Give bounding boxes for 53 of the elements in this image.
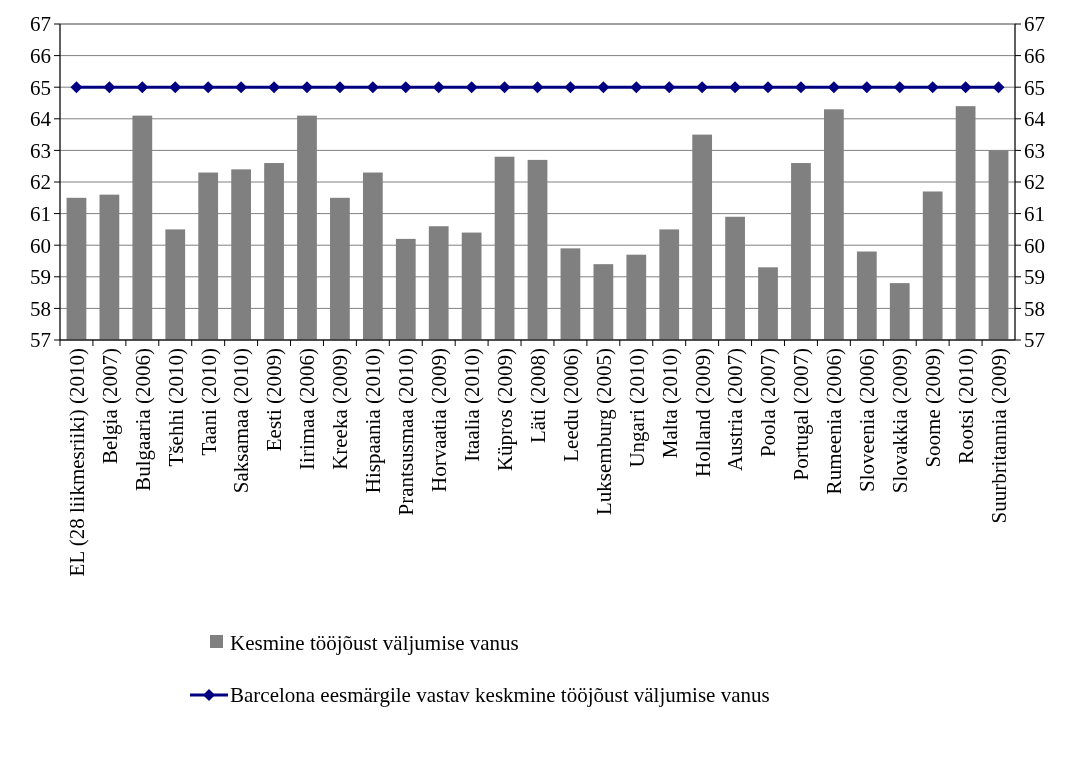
- x-tick-label: Rumeenia (2006): [822, 347, 847, 495]
- x-tick-label: Portugal (2007): [789, 348, 814, 481]
- y-tick-label: 60: [30, 233, 51, 258]
- x-tick-label: Läti (2008): [525, 348, 550, 444]
- y2-tick-label: 66: [1024, 43, 1045, 68]
- y-tick-label: 59: [30, 265, 51, 290]
- y2-tick-label: 57: [1024, 328, 1045, 353]
- y2-tick-label: 58: [1024, 296, 1045, 321]
- x-tick-label: Ungari (2010): [624, 348, 649, 468]
- x-tick-label: Itaalia (2010): [459, 348, 484, 462]
- y-tick-label: 67: [30, 12, 51, 37]
- y-tick-label: 57: [30, 328, 51, 353]
- x-tick-label: Holland (2009): [690, 348, 715, 477]
- x-tick-label: Luksemburg (2005): [591, 348, 616, 516]
- y-tick-label: 61: [30, 201, 51, 226]
- x-tick-label: EL (28 liikmesriiki) (2010): [64, 348, 89, 577]
- y2-tick-label: 62: [1024, 170, 1045, 195]
- y2-tick-label: 61: [1024, 201, 1045, 226]
- y2-tick-label: 59: [1024, 265, 1045, 290]
- y-tick-label: 58: [30, 296, 51, 321]
- x-tick-label: Soome (2009): [921, 348, 946, 468]
- x-tick-label: Saksamaa (2010): [229, 348, 254, 494]
- x-tick-label: Leedu (2006): [558, 348, 583, 462]
- x-tick-label: Küpros (2009): [492, 348, 517, 472]
- y-tick-label: 66: [30, 43, 51, 68]
- x-tick-label: Horvaatia (2009): [427, 348, 452, 493]
- x-tick-label: Eesti (2009): [262, 348, 287, 452]
- legend-label: Kesmine tööjõust väljumise vanus: [230, 631, 519, 656]
- y-tick-label: 64: [30, 107, 52, 132]
- x-tick-label: Iirimaa (2006): [295, 348, 320, 470]
- y-tick-label: 65: [30, 75, 51, 100]
- y2-tick-label: 63: [1024, 138, 1045, 163]
- x-tick-label: Malta (2010): [657, 348, 682, 459]
- x-tick-label: Poola (2007): [756, 348, 781, 458]
- x-tick-label: Belgia (2007): [97, 348, 122, 465]
- x-tick-label: Taani (2010): [196, 348, 221, 456]
- x-tick-label: Bulgaaria (2006): [130, 348, 155, 491]
- y-tick-label: 62: [30, 170, 51, 195]
- y2-tick-label: 64: [1024, 107, 1046, 132]
- x-tick-label: Rootsi (2010): [953, 348, 978, 465]
- y2-tick-label: 60: [1024, 233, 1045, 258]
- legend-label: Barcelona eesmärgile vastav keskmine tööjõust väljumise vanus: [230, 683, 770, 708]
- x-tick-label: Sloveenia (2006): [855, 347, 880, 493]
- x-tick-label: Tšehhi (2010): [163, 348, 188, 467]
- x-tick-label: Prantsusmaa (2010): [394, 348, 419, 516]
- x-tick-label: Suurbritannia (2009): [986, 347, 1011, 524]
- x-tick-label: Austria (2007): [723, 348, 748, 472]
- y2-tick-label: 65: [1024, 75, 1045, 100]
- y2-tick-label: 67: [1024, 12, 1045, 37]
- x-tick-label: Hispaania (2010): [361, 348, 386, 494]
- y-tick-label: 63: [30, 138, 51, 163]
- x-tick-label: Kreeka (2009): [328, 348, 353, 470]
- x-tick-label: Slovakkia (2009): [888, 348, 913, 494]
